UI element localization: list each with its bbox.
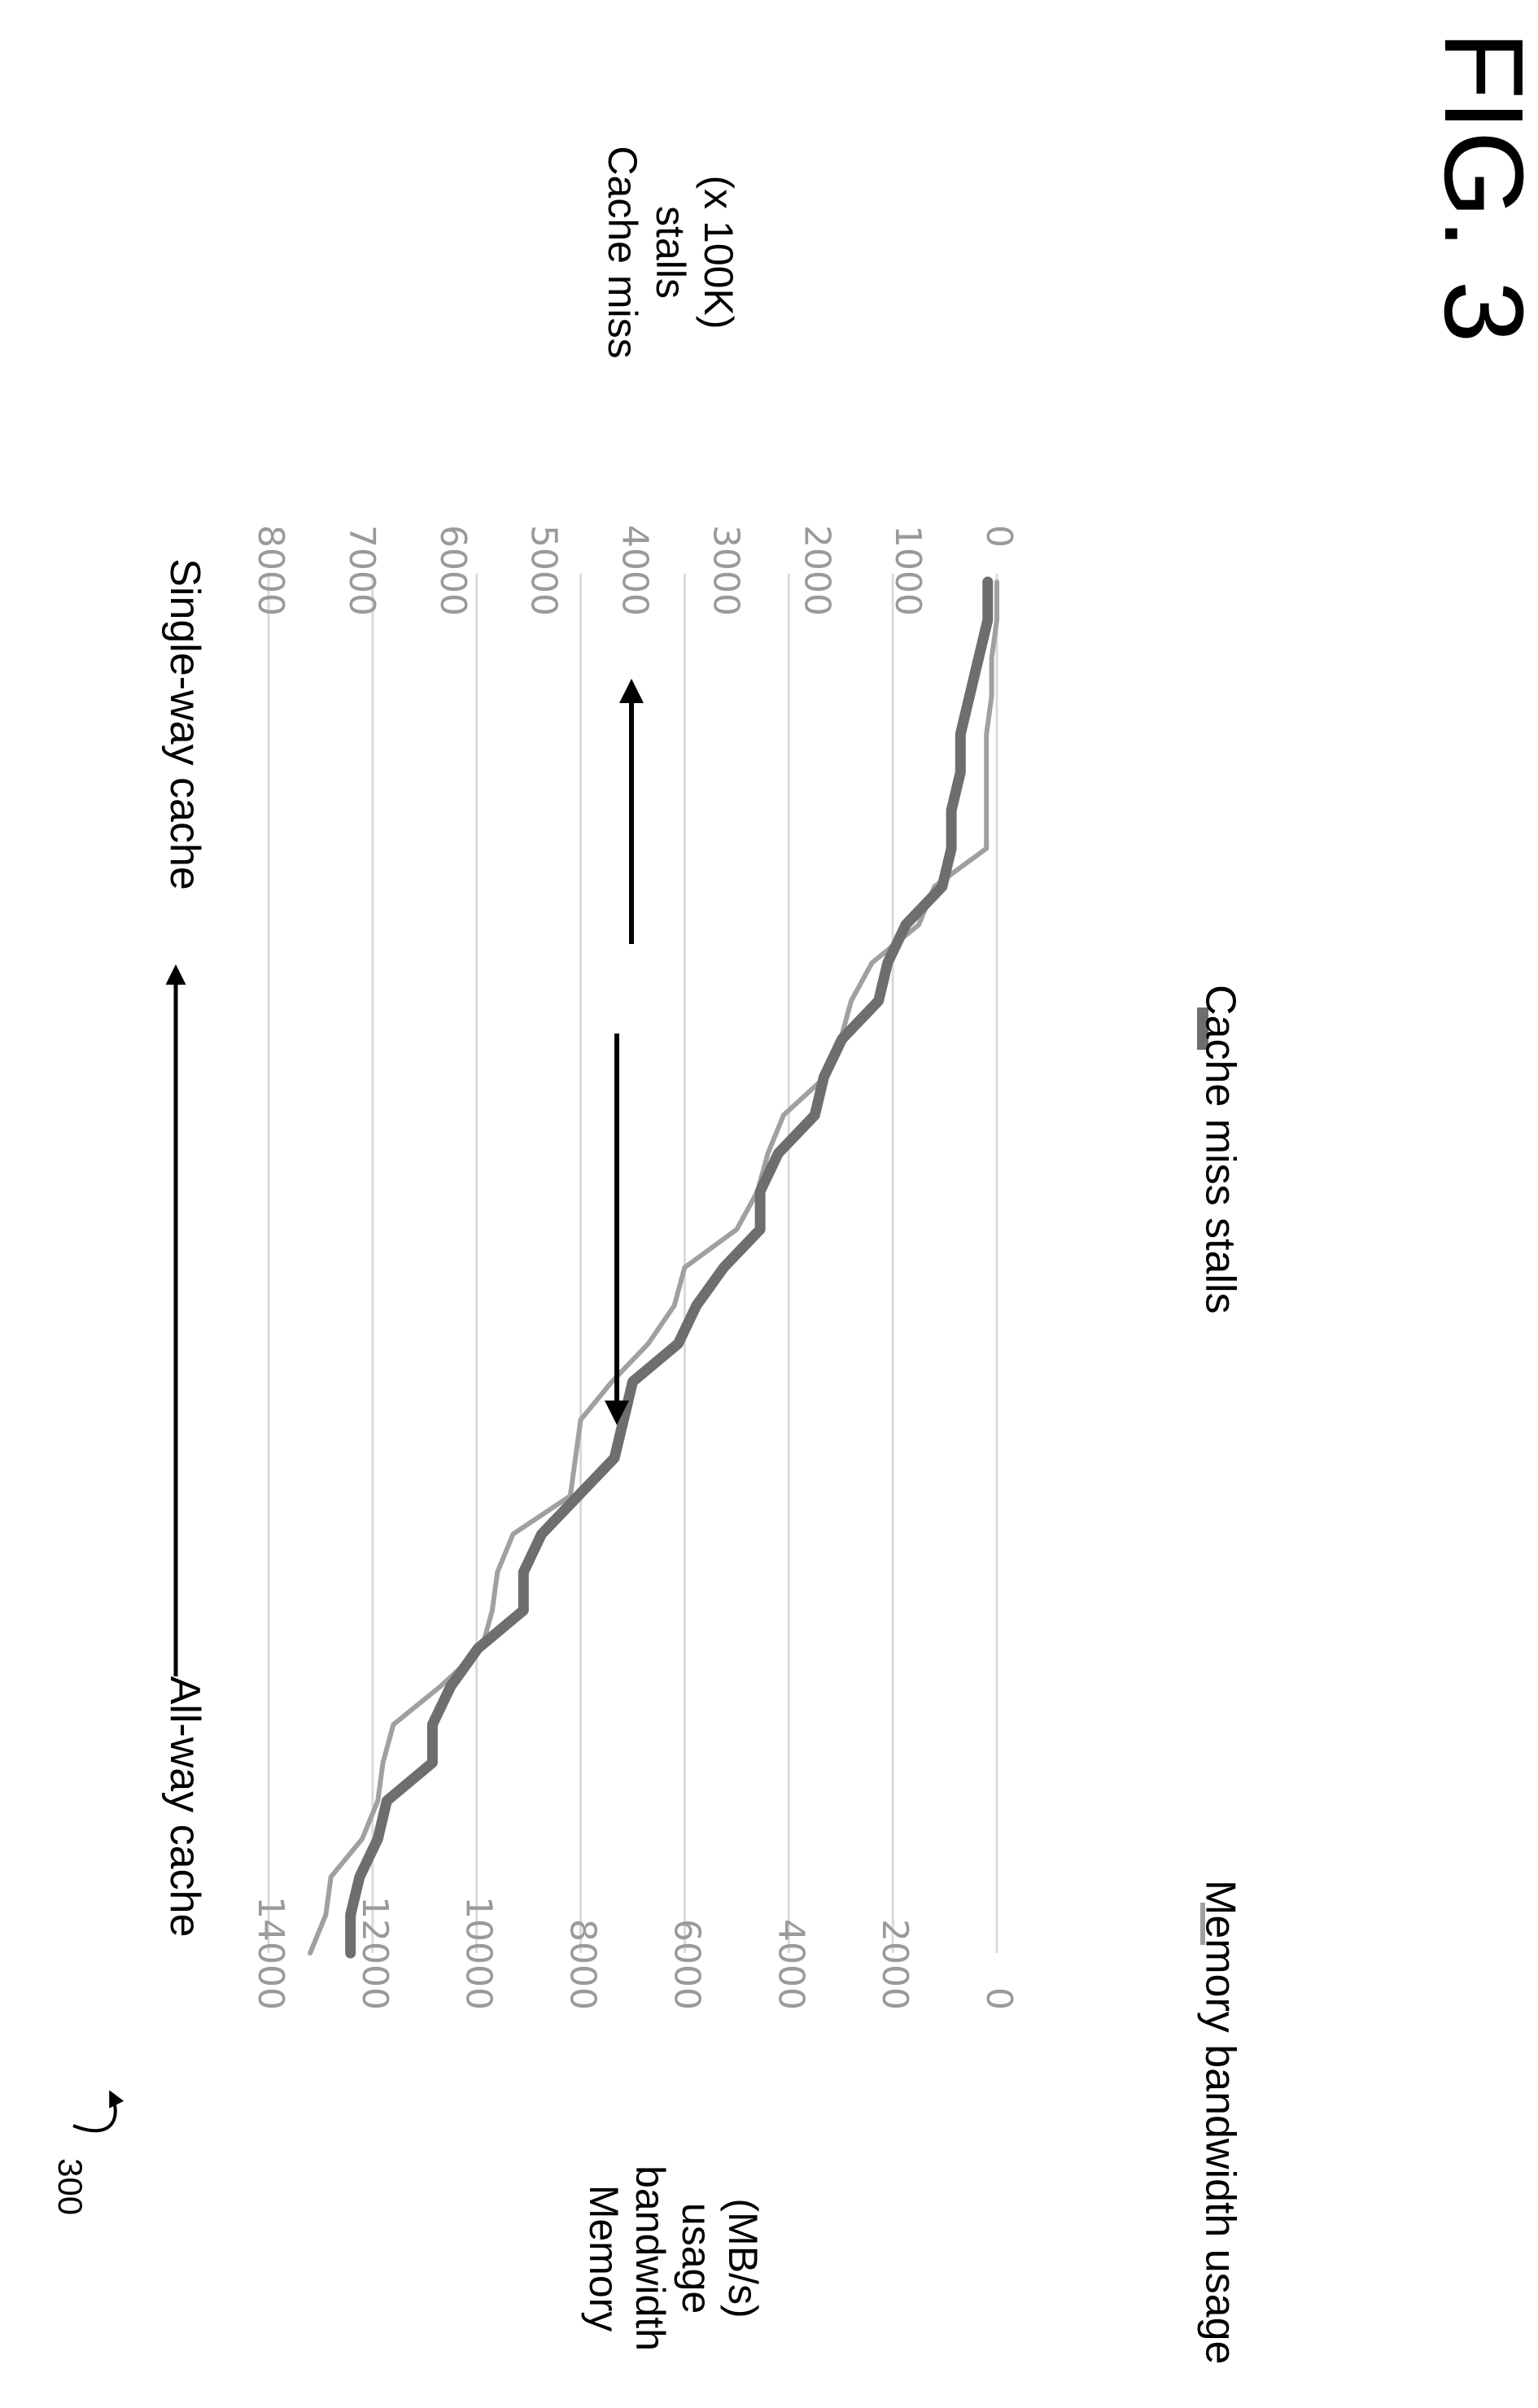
secondary-tick-label: 1000 bbox=[887, 525, 928, 616]
secondary-tick-label: 2000 bbox=[796, 525, 837, 616]
secondary-tick-label: 6000 bbox=[432, 525, 474, 616]
primary-axis-title: Memory bandwidth usage (MB/s) bbox=[581, 2165, 766, 2351]
primary-tick-label: 12000 bbox=[354, 1896, 395, 2010]
gridlines bbox=[267, 574, 998, 1953]
secondary-axis-title: Cache miss stalls (x 100K) bbox=[600, 146, 741, 358]
primary-axis-title-line: bandwidth bbox=[627, 2165, 673, 2351]
primary-axis-title-line: Memory bbox=[581, 2185, 627, 2332]
reference-arrow-icon bbox=[72, 2090, 125, 2133]
figure-label: FIG. 3 bbox=[1421, 31, 1538, 343]
figure-reference-number: 300 bbox=[51, 2158, 90, 2215]
legend: Memory bandwidth usage Cache miss stalls bbox=[1196, 985, 1243, 2364]
legend-label-memory-bandwidth: Memory bandwidth usage bbox=[1196, 1880, 1243, 2364]
secondary-axis-title-line: stalls bbox=[648, 206, 693, 299]
all-way-cache-label: All-way cache bbox=[161, 1676, 208, 1938]
secondary-axis-title-line: Cache miss bbox=[600, 146, 645, 358]
primary-axis-title-line: usage bbox=[674, 2203, 719, 2314]
series-line-memory-bandwidth bbox=[308, 579, 999, 1956]
series-line-cache-miss-stalls bbox=[345, 576, 994, 1959]
primary-tick-label: 0 bbox=[978, 1987, 1020, 2010]
secondary-tick-label: 0 bbox=[978, 525, 1020, 548]
primary-tick-label: 6000 bbox=[666, 1919, 707, 2010]
secondary-tick-label: 3000 bbox=[705, 525, 746, 616]
legend-label-cache-miss-stalls: Cache miss stalls bbox=[1196, 985, 1243, 1314]
secondary-tick-label: 7000 bbox=[341, 525, 382, 616]
plot-series bbox=[308, 576, 999, 1959]
secondary-tick-label: 4000 bbox=[614, 525, 656, 616]
primary-tick-label: 4000 bbox=[770, 1919, 811, 2010]
secondary-axis-ticks: 0 1000 2000 3000 4000 5000 6000 7000 8000 bbox=[250, 525, 1020, 616]
secondary-tick-label: 8000 bbox=[250, 525, 291, 616]
primary-tick-label: 2000 bbox=[874, 1919, 915, 2010]
primary-tick-label: 10000 bbox=[458, 1896, 500, 2010]
primary-tick-label: 14000 bbox=[250, 1896, 291, 2010]
secondary-tick-label: 5000 bbox=[523, 525, 565, 616]
primary-axis-ticks: 0 2000 4000 6000 8000 10000 12000 14000 bbox=[250, 1896, 1020, 2010]
single-way-cache-label: Single-way cache bbox=[161, 558, 208, 890]
primary-axis-title-line: (MB/s) bbox=[720, 2198, 766, 2318]
secondary-axis-title-line: (x 100K) bbox=[696, 176, 741, 330]
primary-tick-label: 8000 bbox=[562, 1919, 604, 2010]
